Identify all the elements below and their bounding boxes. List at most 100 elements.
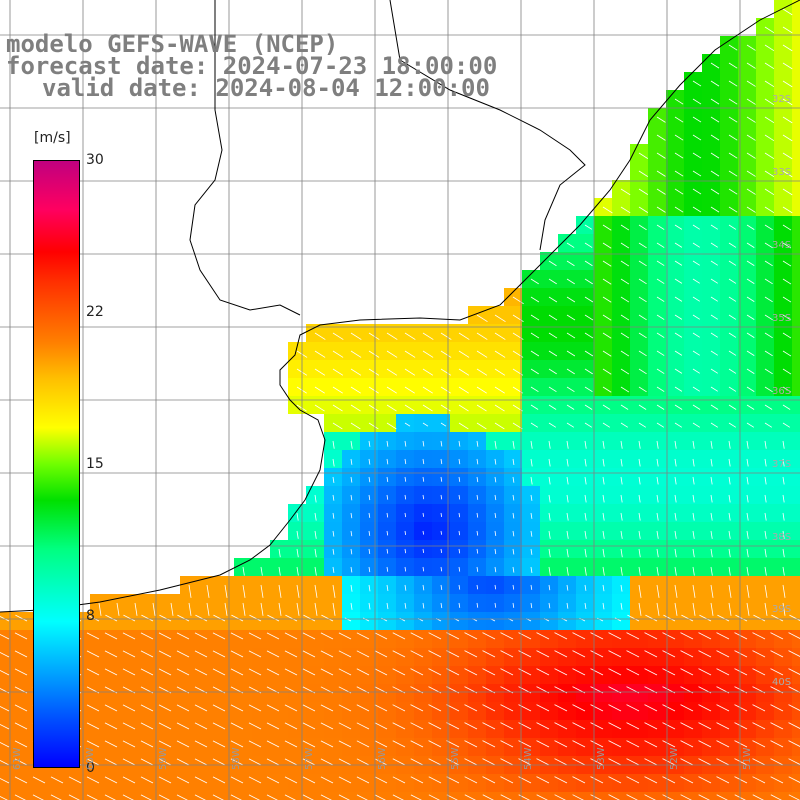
- field-cell: [558, 792, 576, 800]
- wind-arrow: [314, 494, 317, 503]
- wind-arrow: [692, 368, 700, 374]
- wind-arrow: [476, 314, 488, 322]
- wind-arrow: [176, 758, 190, 766]
- wind-arrow: [404, 512, 407, 518]
- wind-arrow: [602, 368, 612, 375]
- wind-arrow: [710, 566, 713, 576]
- wind-arrow: [735, 614, 748, 622]
- wind-arrow: [554, 704, 568, 712]
- wind-arrow: [530, 494, 533, 501]
- wind-arrow: [681, 614, 694, 622]
- wind-arrow: [710, 314, 718, 320]
- wind-arrow: [530, 296, 540, 303]
- wind-arrow: [386, 476, 389, 483]
- wind-arrow: [674, 188, 684, 195]
- wind-arrow: [548, 584, 551, 591]
- field-cell: [648, 792, 666, 800]
- wind-arrow: [620, 350, 630, 357]
- field-cell: [792, 324, 800, 342]
- wind-arrow: [266, 704, 280, 712]
- wind-arrow: [476, 422, 487, 430]
- field-cell: [522, 792, 540, 800]
- wind-arrow: [314, 530, 317, 539]
- wind-arrow: [566, 458, 569, 467]
- wind-arrow: [656, 224, 665, 230]
- wind-arrow: [338, 704, 352, 712]
- wind-arrow: [332, 566, 335, 573]
- wind-arrow: [764, 62, 775, 69]
- wind-arrow: [566, 422, 575, 428]
- wind-arrow: [692, 566, 695, 576]
- wind-arrow: [656, 440, 659, 449]
- wind-arrow: [374, 740, 388, 748]
- field-cell: [792, 738, 800, 756]
- wind-arrow: [284, 650, 298, 658]
- wind-arrow: [14, 632, 28, 640]
- wind-arrow: [710, 278, 718, 284]
- wind-arrow: [494, 368, 506, 376]
- wind-arrow: [674, 242, 683, 248]
- wind-arrow: [446, 740, 460, 748]
- wind-arrow: [746, 476, 749, 485]
- wind-arrow: [320, 704, 334, 712]
- wind-arrow: [734, 722, 748, 730]
- wind-arrow: [206, 584, 210, 598]
- wind-arrow: [440, 602, 443, 609]
- wind-arrow: [620, 440, 623, 449]
- wind-arrow: [608, 776, 622, 784]
- field-cell: [792, 108, 800, 126]
- wind-arrow: [584, 476, 587, 485]
- lon-label: 57W: [304, 747, 315, 770]
- wind-arrow: [638, 188, 649, 195]
- lon-label: 51W: [742, 747, 753, 770]
- wind-arrow: [626, 758, 640, 766]
- wind-arrow: [428, 632, 442, 640]
- wind-arrow: [368, 548, 371, 554]
- wind-arrow: [356, 632, 370, 640]
- wind-arrow: [476, 548, 479, 554]
- wind-arrow: [458, 548, 461, 554]
- wind-arrow: [692, 548, 695, 558]
- wind-arrow: [692, 584, 696, 598]
- wind-arrow: [350, 404, 361, 412]
- wind-arrow: [752, 704, 766, 712]
- wind-arrow: [656, 494, 659, 503]
- wind-arrow: [548, 494, 551, 503]
- wind-arrow: [638, 350, 647, 357]
- wind-arrow: [332, 386, 343, 394]
- wind-arrow: [764, 80, 775, 87]
- wind-arrow: [266, 650, 280, 658]
- wind-arrow: [584, 404, 593, 410]
- wind-arrow: [728, 350, 737, 356]
- wind-arrow: [494, 314, 506, 322]
- wind-arrow: [458, 530, 461, 536]
- field-cell: [792, 54, 800, 72]
- wind-arrow: [494, 422, 505, 430]
- wind-arrow: [512, 530, 515, 537]
- wind-arrow: [692, 170, 702, 177]
- lat-label: 34S: [772, 240, 792, 251]
- wind-arrow: [764, 458, 767, 467]
- wind-arrow: [674, 512, 677, 521]
- wind-arrow: [404, 440, 407, 447]
- field-cell: [144, 792, 162, 800]
- wind-arrow: [566, 296, 576, 303]
- wind-arrow: [746, 98, 756, 105]
- wind-arrow: [350, 584, 353, 592]
- colorbar-label-15: 15: [86, 456, 104, 472]
- wind-arrow: [663, 614, 676, 622]
- wind-arrow: [746, 494, 749, 503]
- field-cell: [36, 792, 54, 800]
- field-cell: [468, 792, 486, 800]
- field-cell: [342, 792, 360, 800]
- wind-arrow: [710, 332, 718, 338]
- wind-arrows: [0, 8, 800, 800]
- wind-arrow: [692, 224, 700, 230]
- lat-label: 35S: [772, 313, 792, 324]
- field-cell: [612, 792, 630, 800]
- wind-arrow: [122, 776, 136, 784]
- wind-arrow: [638, 458, 641, 467]
- wind-arrow: [548, 548, 551, 558]
- wind-arrow: [176, 632, 190, 640]
- wind-arrow: [296, 566, 299, 576]
